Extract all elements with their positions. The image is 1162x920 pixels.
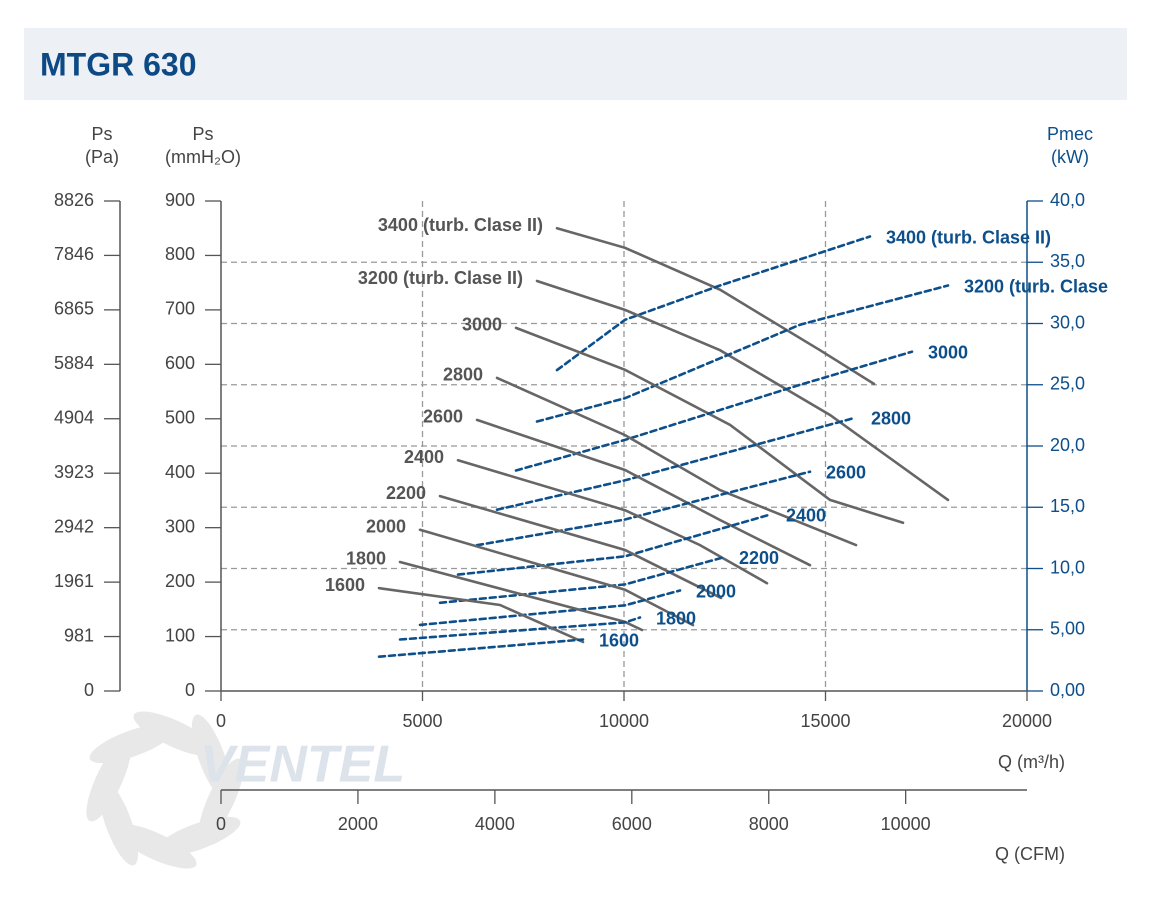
power-label: 3200 (turb. Clase xyxy=(964,276,1108,296)
y2-tick-label: 25,0 xyxy=(1050,374,1085,394)
y-tick-label: 100 xyxy=(165,625,195,645)
cfm-tick-label: 4000 xyxy=(475,814,515,834)
power-curve xyxy=(495,416,857,511)
pa-axis-title: Ps xyxy=(91,124,112,144)
power-label: 3000 xyxy=(928,342,968,362)
power-curve xyxy=(418,589,682,627)
pressure-label: 2200 xyxy=(386,483,426,503)
pa-tick-label: 6865 xyxy=(54,299,94,319)
y-tick-label: 700 xyxy=(165,299,195,319)
power-label: 2000 xyxy=(696,581,736,601)
y-tick-label: 800 xyxy=(165,244,195,264)
power-label: 3400 (turb. Clase II) xyxy=(886,227,1051,247)
pressure-curve xyxy=(535,279,950,502)
y2-tick-label: 30,0 xyxy=(1050,312,1085,332)
pressure-label: 3000 xyxy=(462,315,502,335)
pressure-label: 2000 xyxy=(366,517,406,537)
power-label: 2800 xyxy=(871,409,911,429)
pressure-curve xyxy=(514,326,905,525)
pressure-curve xyxy=(495,376,858,547)
cfm-axis-title: Q (CFM) xyxy=(995,844,1065,864)
pressure-label: 1600 xyxy=(325,575,365,595)
pressure-curve xyxy=(475,418,812,567)
y-tick-label: 200 xyxy=(165,571,195,591)
y2-tick-label: 35,0 xyxy=(1050,251,1085,271)
power-curve xyxy=(438,556,725,605)
pa-tick-label: 8826 xyxy=(54,190,94,210)
pressure-label: 2800 xyxy=(443,365,483,385)
power-curve xyxy=(535,284,950,423)
power-label: 2200 xyxy=(739,548,779,568)
pressure-curve xyxy=(377,586,585,644)
y-tick-label: 400 xyxy=(165,462,195,482)
pressure-label: 3200 (turb. Clase II) xyxy=(358,268,523,288)
pa-tick-label: 3923 xyxy=(54,462,94,482)
y2-axis-title: (kW) xyxy=(1051,147,1089,167)
y-tick-label: 600 xyxy=(165,353,195,373)
power-label: 2400 xyxy=(786,505,826,525)
pa-tick-label: 2942 xyxy=(54,516,94,536)
power-curve xyxy=(555,235,872,372)
pressure-curve xyxy=(418,528,695,627)
pressure-curve xyxy=(456,458,769,585)
power-curve xyxy=(456,513,772,576)
chart-title: MTGR 630 xyxy=(40,46,196,82)
y2-tick-label: 15,0 xyxy=(1050,496,1085,516)
pressure-label: 3400 (turb. Clase II) xyxy=(378,215,543,235)
power-label: 1600 xyxy=(599,630,639,650)
pressure-label: 2400 xyxy=(404,447,444,467)
y-axis-title: (mmH₂O) xyxy=(165,147,241,167)
y2-tick-label: 10,0 xyxy=(1050,557,1085,577)
x-tick-label: 20000 xyxy=(1002,711,1052,731)
pa-tick-label: 7846 xyxy=(54,244,94,264)
logo-text: VENTEL xyxy=(200,736,405,794)
y2-tick-label: 40,0 xyxy=(1050,190,1085,210)
pa-tick-label: 4904 xyxy=(54,407,94,427)
pressure-curve xyxy=(555,226,876,386)
y2-tick-label: 5,00 xyxy=(1050,619,1085,639)
x-tick-label: 15000 xyxy=(800,711,850,731)
pressure-curve xyxy=(438,494,723,600)
pressure-label: 2600 xyxy=(423,407,463,427)
cfm-tick-label: 10000 xyxy=(881,814,931,834)
y2-axis-title: Pmec xyxy=(1047,124,1093,144)
x-axis-title: Q (m³/h) xyxy=(998,752,1065,772)
y-tick-label: 500 xyxy=(165,408,195,428)
y-tick-label: 900 xyxy=(165,190,195,210)
pa-axis-title: (Pa) xyxy=(85,147,119,167)
x-tick-label: 0 xyxy=(216,711,226,731)
y-tick-label: 0 xyxy=(185,680,195,700)
cfm-tick-label: 8000 xyxy=(749,814,789,834)
pa-tick-label: 1961 xyxy=(54,571,94,591)
power-curve xyxy=(398,616,642,641)
pa-tick-label: 0 xyxy=(84,680,94,700)
pa-tick-label: 5884 xyxy=(54,353,94,373)
y2-tick-label: 20,0 xyxy=(1050,435,1085,455)
y-axis-title: Ps xyxy=(192,124,213,144)
power-label: 2600 xyxy=(826,462,866,482)
y2-tick-label: 0,00 xyxy=(1050,680,1085,700)
pa-tick-label: 981 xyxy=(64,625,94,645)
power-curve xyxy=(377,638,585,658)
x-tick-label: 10000 xyxy=(599,711,649,731)
cfm-tick-label: 2000 xyxy=(338,814,378,834)
cfm-tick-label: 0 xyxy=(216,814,226,834)
power-label: 1800 xyxy=(656,608,696,628)
y-tick-label: 300 xyxy=(165,516,195,536)
pressure-label: 1800 xyxy=(346,549,386,569)
power-curve xyxy=(475,470,812,547)
power-curve xyxy=(514,350,914,472)
header-band xyxy=(24,28,1127,100)
x-tick-label: 5000 xyxy=(402,711,442,731)
cfm-tick-label: 6000 xyxy=(612,814,652,834)
